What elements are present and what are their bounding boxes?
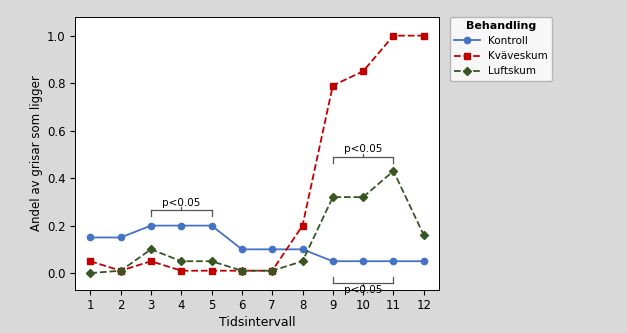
- Line: Luftskum: Luftskum: [87, 168, 427, 276]
- Kväveskum: [420, 34, 428, 38]
- Y-axis label: Andel av grisar som ligger: Andel av grisar som ligger: [29, 75, 43, 231]
- Luftskum: [359, 195, 367, 199]
- Kväveskum: [238, 269, 246, 273]
- Kväveskum: [359, 69, 367, 73]
- Kväveskum: [177, 269, 185, 273]
- Luftskum: [420, 233, 428, 237]
- Kontroll: [268, 247, 276, 251]
- Kontroll: [389, 259, 398, 263]
- Kontroll: [420, 259, 428, 263]
- Luftskum: [177, 259, 185, 263]
- Kontroll: [298, 247, 306, 251]
- Kontroll: [117, 235, 124, 239]
- Kväveskum: [147, 259, 155, 263]
- Line: Kväveskum: Kväveskum: [87, 32, 427, 274]
- Luftskum: [238, 269, 246, 273]
- Kontroll: [238, 247, 246, 251]
- Kontroll: [147, 223, 155, 227]
- Luftskum: [298, 259, 306, 263]
- Kväveskum: [389, 34, 398, 38]
- X-axis label: Tidsintervall: Tidsintervall: [219, 316, 295, 329]
- Text: p<0.05: p<0.05: [344, 285, 382, 295]
- Luftskum: [117, 269, 124, 273]
- Kväveskum: [268, 269, 276, 273]
- Kontroll: [177, 223, 185, 227]
- Luftskum: [147, 247, 155, 251]
- Text: p<0.05: p<0.05: [162, 198, 201, 208]
- Kväveskum: [298, 223, 306, 227]
- Kväveskum: [87, 259, 94, 263]
- Luftskum: [87, 271, 94, 275]
- Luftskum: [329, 195, 337, 199]
- Kontroll: [329, 259, 337, 263]
- Legend: Kontroll, Kväveskum, Luftskum: Kontroll, Kväveskum, Luftskum: [450, 17, 552, 81]
- Line: Kontroll: Kontroll: [87, 222, 427, 264]
- Kväveskum: [329, 84, 337, 88]
- Luftskum: [208, 259, 216, 263]
- Kontroll: [208, 223, 216, 227]
- Luftskum: [268, 269, 276, 273]
- Luftskum: [389, 169, 398, 173]
- Kontroll: [359, 259, 367, 263]
- Kväveskum: [117, 269, 124, 273]
- Kontroll: [87, 235, 94, 239]
- Kväveskum: [208, 269, 216, 273]
- Text: p<0.05: p<0.05: [344, 145, 382, 155]
